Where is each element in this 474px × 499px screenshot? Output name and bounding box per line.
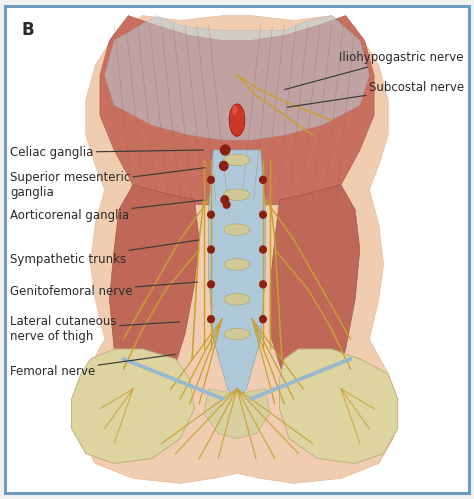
Text: Aorticorenal ganglia: Aorticorenal ganglia	[10, 200, 203, 222]
Polygon shape	[270, 185, 360, 399]
Text: Sympathetic trunks: Sympathetic trunks	[10, 240, 199, 266]
Polygon shape	[209, 150, 265, 399]
Circle shape	[221, 196, 228, 204]
Circle shape	[208, 211, 214, 218]
Ellipse shape	[224, 328, 250, 340]
Polygon shape	[204, 389, 270, 439]
Ellipse shape	[224, 258, 250, 270]
Circle shape	[208, 281, 214, 288]
Text: Genitofemoral nerve: Genitofemoral nerve	[10, 282, 197, 298]
Polygon shape	[109, 185, 199, 399]
Polygon shape	[105, 15, 369, 140]
Polygon shape	[100, 15, 374, 210]
Text: Iliohypogastric nerve: Iliohypogastric nerve	[284, 51, 464, 89]
Circle shape	[208, 246, 214, 253]
Ellipse shape	[224, 293, 250, 305]
Circle shape	[260, 316, 266, 323]
Text: Celiac ganglia: Celiac ganglia	[10, 146, 203, 159]
Circle shape	[260, 176, 266, 183]
Ellipse shape	[229, 104, 245, 136]
Circle shape	[260, 211, 266, 218]
Ellipse shape	[224, 189, 250, 201]
Polygon shape	[280, 349, 398, 464]
Text: Femoral nerve: Femoral nerve	[10, 354, 175, 378]
Circle shape	[208, 316, 214, 323]
Circle shape	[223, 201, 230, 208]
Circle shape	[219, 161, 228, 170]
Ellipse shape	[224, 154, 250, 166]
Ellipse shape	[224, 224, 250, 236]
Polygon shape	[72, 349, 194, 464]
Ellipse shape	[232, 105, 237, 115]
Circle shape	[208, 176, 214, 183]
Circle shape	[260, 246, 266, 253]
FancyBboxPatch shape	[5, 5, 469, 494]
Circle shape	[260, 281, 266, 288]
Text: Subcostal nerve: Subcostal nerve	[287, 81, 464, 107]
Text: Superior mesenteric
ganglia: Superior mesenteric ganglia	[10, 168, 205, 199]
Text: Lateral cutaneous
nerve of thigh: Lateral cutaneous nerve of thigh	[10, 315, 180, 343]
Circle shape	[220, 145, 230, 155]
Polygon shape	[76, 15, 398, 484]
Text: B: B	[22, 20, 35, 38]
